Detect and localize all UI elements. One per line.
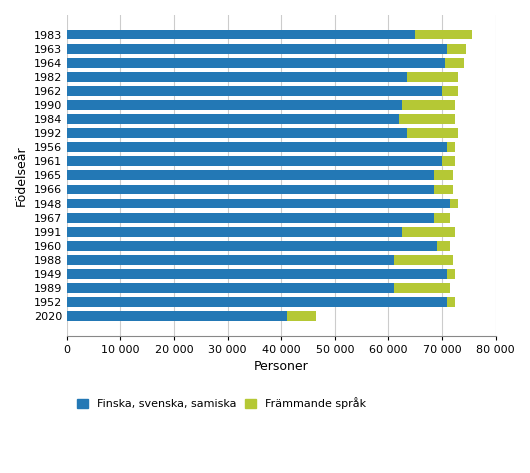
Bar — [67, 100, 402, 110]
Bar — [67, 58, 445, 68]
Bar — [434, 213, 450, 223]
Bar — [67, 184, 434, 194]
Bar — [447, 297, 455, 307]
Bar — [442, 86, 458, 96]
Bar — [402, 227, 455, 236]
Bar — [67, 283, 394, 293]
Legend: Finska, svenska, samiska, Främmande språk: Finska, svenska, samiska, Främmande språ… — [73, 393, 371, 413]
Bar — [447, 269, 455, 279]
Y-axis label: Födelseår: Födelseår — [15, 145, 28, 206]
Bar — [67, 170, 434, 180]
Bar — [67, 297, 447, 307]
Bar — [442, 157, 455, 166]
Bar — [437, 241, 450, 251]
Bar — [67, 255, 394, 265]
Bar — [447, 44, 466, 53]
Bar — [67, 269, 447, 279]
Bar — [416, 30, 472, 39]
Bar — [434, 184, 453, 194]
Bar — [394, 255, 453, 265]
Bar — [67, 157, 442, 166]
Bar — [67, 72, 407, 82]
Bar — [67, 30, 416, 39]
Bar — [67, 44, 447, 53]
Bar — [407, 128, 458, 138]
Bar — [67, 241, 437, 251]
Bar — [407, 72, 458, 82]
Bar — [67, 213, 434, 223]
Bar — [67, 199, 450, 209]
Bar — [434, 170, 453, 180]
Bar — [399, 114, 455, 124]
Bar — [450, 199, 458, 209]
Bar — [402, 100, 455, 110]
Bar — [67, 142, 447, 152]
X-axis label: Personer: Personer — [254, 360, 308, 373]
Bar — [287, 311, 316, 321]
Bar — [67, 114, 399, 124]
Bar — [67, 227, 402, 236]
Bar — [67, 311, 287, 321]
Bar — [67, 128, 407, 138]
Bar — [445, 58, 464, 68]
Bar — [394, 283, 450, 293]
Bar — [447, 142, 455, 152]
Bar — [67, 86, 442, 96]
